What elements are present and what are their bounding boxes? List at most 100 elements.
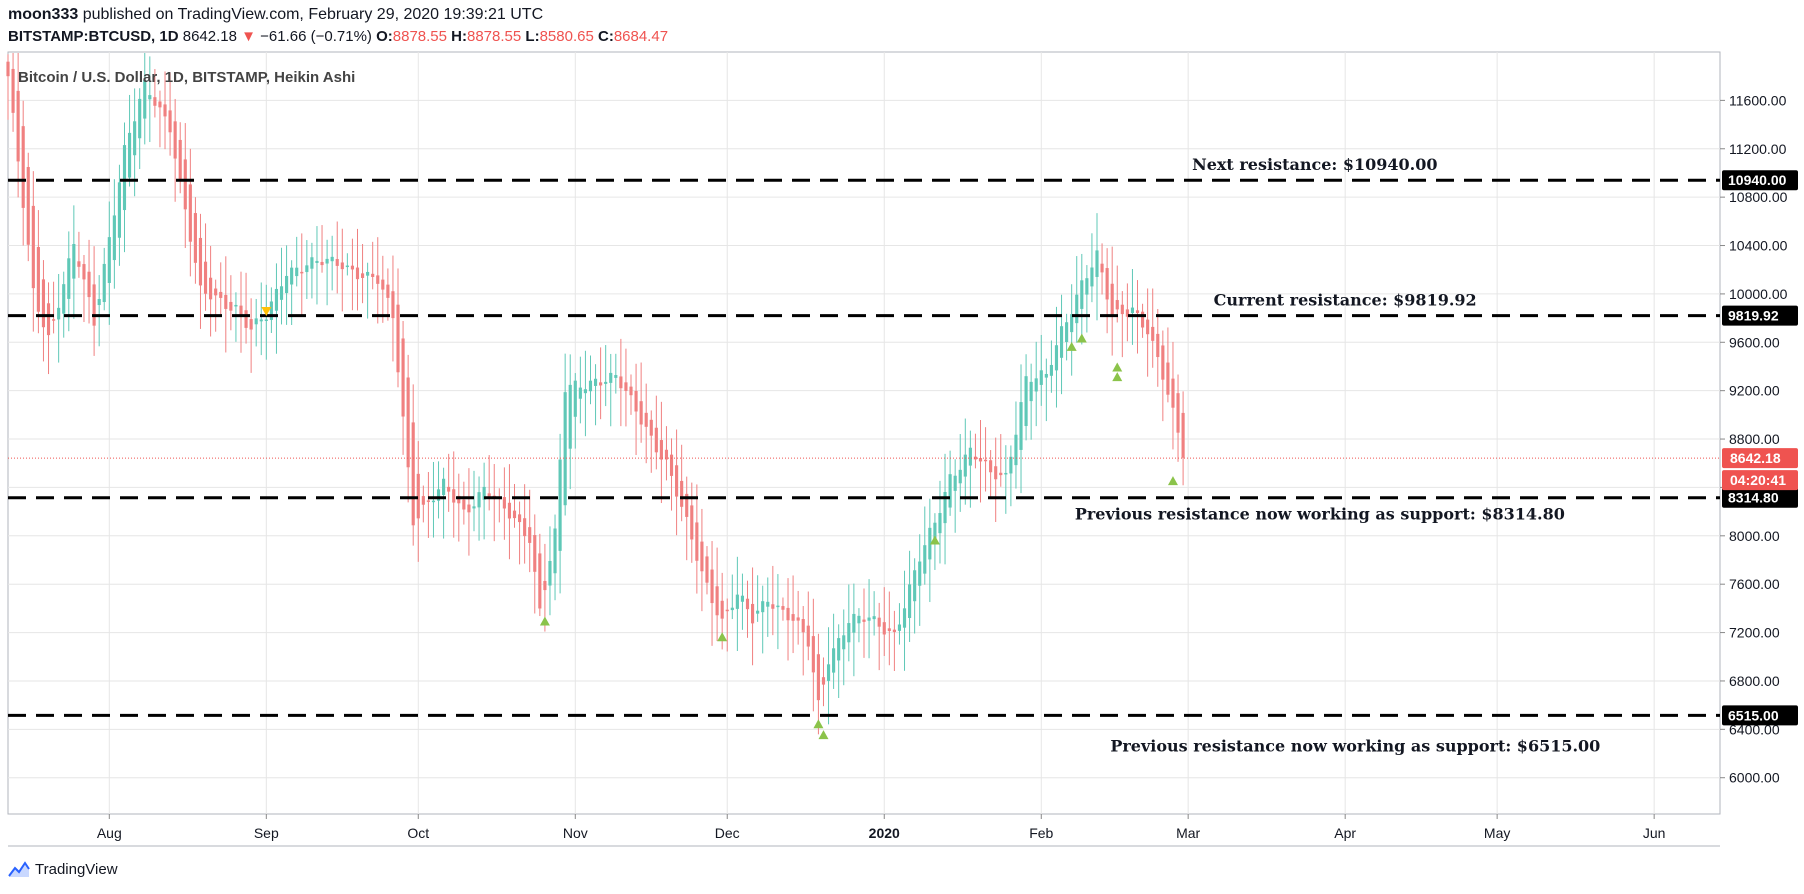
- candle-body[interactable]: [710, 569, 714, 604]
- candle-body[interactable]: [948, 474, 952, 508]
- candle-body[interactable]: [305, 265, 309, 273]
- candle-body[interactable]: [1141, 311, 1145, 328]
- candle-body[interactable]: [1004, 472, 1008, 475]
- candle-body[interactable]: [791, 614, 795, 621]
- candle-body[interactable]: [1009, 456, 1013, 474]
- candle-body[interactable]: [806, 625, 810, 647]
- candle-body[interactable]: [249, 319, 253, 330]
- candle-body[interactable]: [1156, 333, 1160, 358]
- candle-body[interactable]: [386, 284, 390, 298]
- candle-body[interactable]: [92, 284, 96, 326]
- candle-body[interactable]: [285, 275, 289, 294]
- candle-body[interactable]: [153, 97, 157, 106]
- candle-body[interactable]: [989, 460, 993, 473]
- candle-body[interactable]: [953, 475, 957, 491]
- candle-body[interactable]: [254, 318, 258, 325]
- candle-body[interactable]: [725, 609, 729, 612]
- candle-body[interactable]: [31, 205, 35, 289]
- candle-body[interactable]: [355, 267, 360, 280]
- candle-body[interactable]: [664, 449, 669, 460]
- level-lines[interactable]: Next resistance: $10940.00 Current resist…: [8, 155, 1720, 755]
- candle-body[interactable]: [877, 617, 881, 627]
- candle-body[interactable]: [978, 458, 983, 462]
- candle-body[interactable]: [1171, 378, 1175, 408]
- candle-body[interactable]: [897, 624, 902, 631]
- candle-body[interactable]: [1151, 326, 1155, 341]
- publisher-user[interactable]: moon333: [8, 6, 79, 23]
- candle-body[interactable]: [512, 510, 517, 519]
- candle-body[interactable]: [837, 638, 841, 661]
- candle-body[interactable]: [1085, 278, 1089, 295]
- candle-body[interactable]: [913, 570, 917, 602]
- candle-body[interactable]: [462, 499, 466, 510]
- candle-body[interactable]: [1105, 268, 1109, 300]
- candle-body[interactable]: [776, 605, 780, 608]
- candle-body[interactable]: [720, 600, 724, 619]
- candle-body[interactable]: [426, 500, 430, 502]
- candle-body[interactable]: [36, 247, 40, 312]
- candle-body[interactable]: [548, 560, 552, 586]
- candle-body[interactable]: [274, 288, 279, 311]
- candle-body[interactable]: [193, 213, 197, 263]
- candle-body[interactable]: [340, 262, 344, 270]
- candle-body[interactable]: [715, 586, 719, 616]
- candle-body[interactable]: [983, 459, 988, 462]
- candle-body[interactable]: [507, 502, 512, 519]
- candle-body[interactable]: [1054, 345, 1059, 371]
- brand-logo[interactable]: TradingView: [8, 860, 118, 878]
- candle-body[interactable]: [77, 261, 81, 267]
- candle-body[interactable]: [315, 260, 319, 263]
- candle-body[interactable]: [406, 377, 410, 468]
- candle-body[interactable]: [72, 244, 76, 279]
- candle-body[interactable]: [999, 472, 1003, 476]
- candle-body[interactable]: [117, 182, 122, 238]
- candle-body[interactable]: [198, 237, 203, 286]
- candle-body[interactable]: [730, 607, 734, 611]
- candle-body[interactable]: [16, 90, 20, 162]
- candle-body[interactable]: [133, 121, 137, 156]
- candle-body[interactable]: [1044, 373, 1048, 378]
- candle-body[interactable]: [391, 291, 395, 319]
- candle-body[interactable]: [573, 380, 577, 417]
- candle-body[interactable]: [138, 98, 142, 139]
- candle-body[interactable]: [639, 401, 643, 425]
- candle-body[interactable]: [563, 392, 567, 506]
- candle-body[interactable]: [518, 514, 522, 523]
- candle-body[interactable]: [690, 505, 694, 540]
- candle-body[interactable]: [487, 493, 491, 499]
- candle-body[interactable]: [1166, 362, 1170, 395]
- candle-body[interactable]: [634, 390, 638, 412]
- candle-body[interactable]: [826, 664, 831, 681]
- candle-body[interactable]: [310, 257, 314, 269]
- candle-body[interactable]: [350, 265, 354, 270]
- candle-body[interactable]: [816, 654, 820, 701]
- candle-body[interactable]: [360, 273, 365, 278]
- candle-body[interactable]: [887, 628, 891, 632]
- candle-body[interactable]: [902, 608, 907, 628]
- candle-body[interactable]: [1161, 345, 1165, 380]
- candle-body[interactable]: [163, 104, 167, 117]
- candle-body[interactable]: [842, 635, 846, 650]
- candle-body[interactable]: [963, 454, 967, 477]
- candle-body[interactable]: [832, 648, 836, 673]
- candle-body[interactable]: [269, 301, 273, 320]
- candle-body[interactable]: [867, 617, 871, 621]
- candle-body[interactable]: [680, 480, 684, 507]
- candle-body[interactable]: [1065, 322, 1069, 343]
- candle-series[interactable]: [6, 53, 1185, 735]
- candle-body[interactable]: [588, 380, 593, 392]
- chart-axes[interactable]: 6000.006400.006800.007200.007600.008000.…: [97, 92, 1798, 841]
- candle-body[interactable]: [21, 126, 25, 208]
- candle-body[interactable]: [796, 617, 800, 621]
- candle-body[interactable]: [376, 275, 380, 284]
- candle-body[interactable]: [700, 541, 704, 572]
- candle-body[interactable]: [290, 267, 294, 285]
- candle-body[interactable]: [102, 263, 106, 303]
- candle-body[interactable]: [1095, 250, 1099, 277]
- candle-body[interactable]: [259, 319, 263, 322]
- candle-body[interactable]: [862, 619, 866, 622]
- candle-body[interactable]: [857, 615, 861, 624]
- symbol-name[interactable]: BITSTAMP:BTCUSD, 1D: [8, 28, 179, 45]
- candle-body[interactable]: [614, 375, 618, 378]
